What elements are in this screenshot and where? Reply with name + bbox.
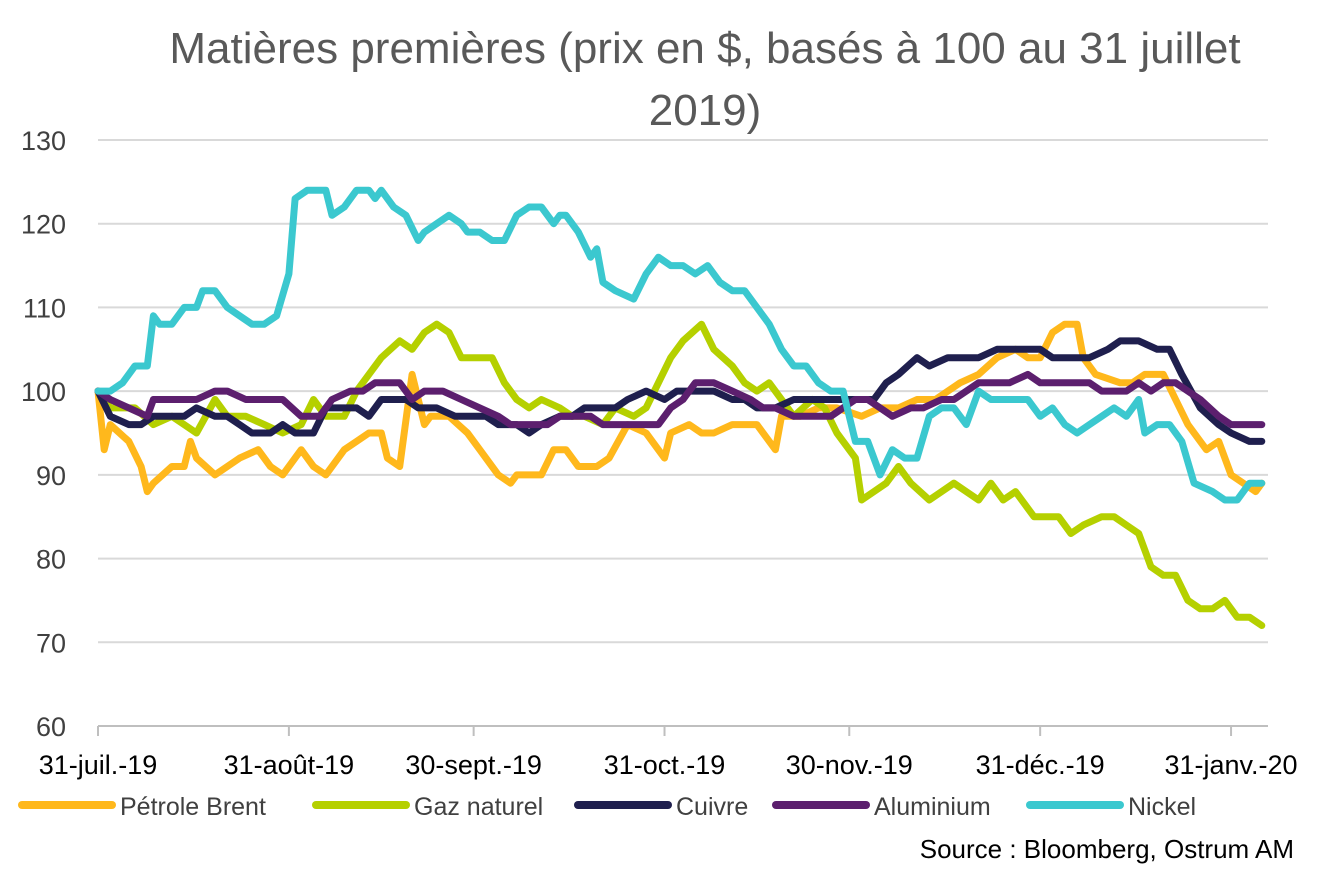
series-lines: [94, 186, 1266, 629]
legend-label: Aluminium: [874, 793, 991, 821]
y-tick-label: 120: [21, 210, 66, 240]
y-tick-label: 90: [36, 461, 66, 491]
y-tick-label: 60: [36, 712, 66, 742]
y-tick-label: 80: [36, 545, 66, 575]
series-line: [94, 370, 1266, 429]
series-line: [94, 320, 1266, 629]
series-line: [94, 337, 1266, 445]
y-tick-label: 70: [36, 628, 66, 658]
y-tick-label: 110: [23, 293, 66, 323]
y-tick-label: 100: [21, 377, 66, 407]
x-tick-label: 31-août-19: [224, 750, 355, 780]
legend: Pétrole Brent Gaz naturel Cuivre Aluminium N…: [18, 793, 1196, 821]
legend-label: Cuivre: [676, 793, 748, 821]
x-tick-label: 30-sept.-19: [405, 750, 542, 780]
x-tick-label: 31-déc.-19: [976, 750, 1105, 780]
legend-label: Gaz naturel: [414, 793, 543, 821]
x-tick-label: 31-oct.-19: [604, 750, 726, 780]
y-axis-ticks: 60 70 80 90 100 110 120 130: [21, 126, 66, 742]
x-tick-label: 30-nov.-19: [786, 750, 913, 780]
y-tick-label: 130: [21, 126, 66, 156]
chart-title: Matières premières (prix en $, basés à 1…: [169, 24, 1241, 135]
x-tick-label: 31-juil.-19: [39, 750, 158, 780]
legend-label: Pétrole Brent: [120, 793, 266, 821]
legend-label: Nickel: [1128, 793, 1196, 821]
source-note: Source : Bloomberg, Ostrum AM: [919, 834, 1294, 864]
series-line: [94, 186, 1266, 504]
x-tick-label: 31-janv.-20: [1165, 750, 1298, 780]
x-axis: 31-juil.-19 31-août-19 30-sept.-19 31-oct.-…: [39, 725, 1298, 780]
